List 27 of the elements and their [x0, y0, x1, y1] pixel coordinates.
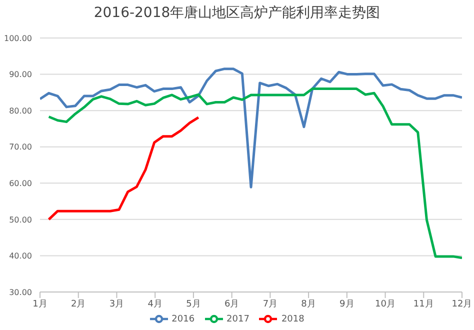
legend-label: 2018 — [281, 314, 304, 324]
x-tick-label: 3月 — [109, 299, 124, 310]
y-tick-label: 50.00 — [9, 215, 32, 224]
legend-label: 2016 — [172, 314, 195, 324]
line-series — [48, 116, 200, 221]
y-tick-label: 80.00 — [9, 106, 32, 116]
x-tick-label: 4月 — [148, 299, 162, 310]
y-tick-label: 60.00 — [9, 178, 32, 188]
x-tick-label: 7月 — [262, 299, 278, 310]
x-tick-label: 11月 — [413, 299, 434, 310]
x-tick-label: 5月 — [186, 299, 201, 310]
x-tick-label: 8月 — [301, 299, 316, 310]
x-tick-label: 12月 — [452, 299, 472, 310]
x-tick-label: 6月 — [224, 299, 240, 310]
y-tick-label: 100.00 — [4, 34, 32, 43]
line-series — [40, 68, 462, 188]
y-tick-label: 90.00 — [9, 70, 32, 80]
y-tick-label: 40.00 — [9, 252, 32, 261]
y-tick-label: 30.00 — [9, 288, 32, 297]
x-tick-label: 9月 — [340, 299, 354, 310]
x-tick-label: 2月 — [70, 299, 86, 310]
chart-title: 2016-2018年唐山地区高炉产能利用率走势图 — [92, 4, 382, 22]
y-tick-label: 70.00 — [9, 142, 32, 152]
line-series — [48, 88, 462, 260]
legend-label: 2017 — [226, 314, 250, 324]
x-tick-label: 1月 — [32, 299, 48, 310]
x-tick-label: 10月 — [375, 299, 396, 310]
